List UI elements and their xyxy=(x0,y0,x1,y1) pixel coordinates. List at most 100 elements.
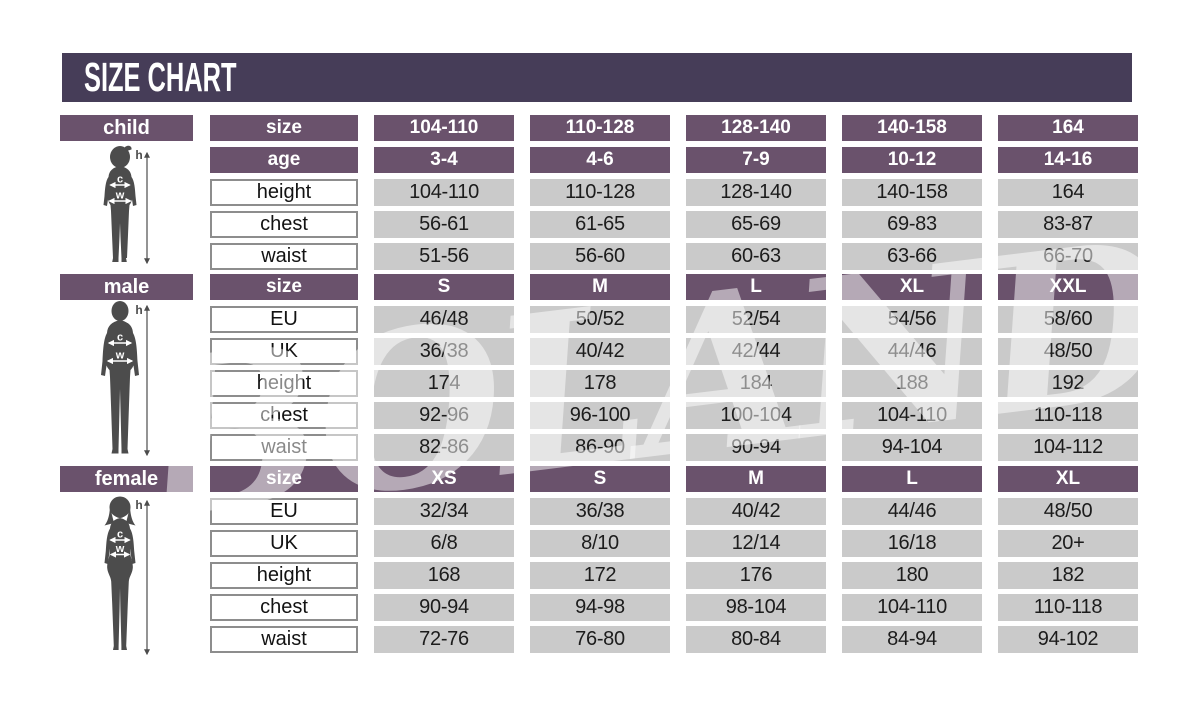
row-label: size xyxy=(210,115,358,141)
row-label: chest xyxy=(210,211,358,238)
value-cell: 46/48 xyxy=(374,306,514,333)
header-cell: S xyxy=(530,466,670,492)
header-cell: XL xyxy=(998,466,1138,492)
value-cell: 50/52 xyxy=(530,306,670,333)
value-cell: 172 xyxy=(530,562,670,589)
row-label: chest xyxy=(210,402,358,429)
value-cell: 40/42 xyxy=(530,338,670,365)
header-cell: M xyxy=(686,466,826,492)
child-silhouette-figure: c w h xyxy=(103,145,150,265)
value-cell: 40/42 xyxy=(686,498,826,525)
value-cell: 178 xyxy=(530,370,670,397)
value-cell: 90-94 xyxy=(686,434,826,461)
row-label: UK xyxy=(210,338,358,365)
value-cell: 52/54 xyxy=(686,306,826,333)
header-cell: 4-6 xyxy=(530,147,670,173)
value-cell: 12/14 xyxy=(686,530,826,557)
value-cell: 36/38 xyxy=(374,338,514,365)
height-letter: h xyxy=(135,303,142,317)
row-label: age xyxy=(210,147,358,173)
male-silhouette-figure: c w h xyxy=(101,301,150,457)
section-label-child: child xyxy=(60,115,193,141)
value-cell: 80-84 xyxy=(686,626,826,653)
value-cell: 63-66 xyxy=(842,243,982,270)
male-waist-row: waist 82-86 86-90 90-94 94-104 104-112 xyxy=(210,434,1138,461)
row-label: size xyxy=(210,466,358,492)
child-chest-row: chest 56-61 61-65 65-69 69-83 83-87 xyxy=(210,211,1138,238)
header-cell: L xyxy=(842,466,982,492)
value-cell: 192 xyxy=(998,370,1138,397)
value-cell: 60-63 xyxy=(686,243,826,270)
header-cell: L xyxy=(686,274,826,300)
value-cell: 174 xyxy=(374,370,514,397)
male-table: size S M L XL XXL EU 46/48 50/52 52/54 54/56 58/60 U… xyxy=(210,274,1138,466)
row-label: height xyxy=(210,370,358,397)
waist-letter: w xyxy=(115,190,125,202)
value-cell: 6/8 xyxy=(374,530,514,557)
row-label: waist xyxy=(210,243,358,270)
row-label: height xyxy=(210,179,358,206)
female-chest-row: chest 90-94 94-98 98-104 104-110 110-118 xyxy=(210,594,1138,621)
value-cell: 58/60 xyxy=(998,306,1138,333)
female-UK-row: UK 6/8 8/10 12/14 16/18 20+ xyxy=(210,530,1138,557)
value-cell: 104-110 xyxy=(374,179,514,206)
value-cell: 56-60 xyxy=(530,243,670,270)
chest-letter: c xyxy=(117,332,123,344)
child-height-row: height 104-110 110-128 128-140 140-158 164 xyxy=(210,179,1138,206)
value-cell: 32/34 xyxy=(374,498,514,525)
value-cell: 54/56 xyxy=(842,306,982,333)
male-chest-row: chest 92-96 96-100 100-104 104-110 110-118 xyxy=(210,402,1138,429)
value-cell: 104-110 xyxy=(842,594,982,621)
value-cell: 110-118 xyxy=(998,402,1138,429)
child-table: size 104-110 110-128 128-140 140-158 164 age 3-… xyxy=(210,115,1138,275)
header-cell: 14-16 xyxy=(998,147,1138,173)
section-label-female: female xyxy=(60,466,193,492)
header-cell: 104-110 xyxy=(374,115,514,141)
value-cell: 44/46 xyxy=(842,498,982,525)
value-cell: 69-83 xyxy=(842,211,982,238)
chest-letter: c xyxy=(117,529,123,541)
value-cell: 16/18 xyxy=(842,530,982,557)
header-cell: 7-9 xyxy=(686,147,826,173)
value-cell: 140-158 xyxy=(842,179,982,206)
row-label: height xyxy=(210,562,358,589)
value-cell: 104-110 xyxy=(842,402,982,429)
male-size-row: size S M L XL XXL xyxy=(210,274,1138,300)
value-cell: 94-102 xyxy=(998,626,1138,653)
value-cell: 20+ xyxy=(998,530,1138,557)
header-cell: 110-128 xyxy=(530,115,670,141)
row-label: size xyxy=(210,274,358,300)
value-cell: 84-94 xyxy=(842,626,982,653)
value-cell: 72-76 xyxy=(374,626,514,653)
header-cell: 3-4 xyxy=(374,147,514,173)
height-letter: h xyxy=(135,498,142,512)
child-age-row: age 3-4 4-6 7-9 10-12 14-16 xyxy=(210,147,1138,173)
value-cell: 90-94 xyxy=(374,594,514,621)
value-cell: 96-100 xyxy=(530,402,670,429)
waist-letter: w xyxy=(115,543,125,555)
value-cell: 110-128 xyxy=(530,179,670,206)
value-cell: 100-104 xyxy=(686,402,826,429)
value-cell: 184 xyxy=(686,370,826,397)
header-cell: M xyxy=(530,274,670,300)
value-cell: 65-69 xyxy=(686,211,826,238)
header-cell: 140-158 xyxy=(842,115,982,141)
value-cell: 44/46 xyxy=(842,338,982,365)
header-cell: XS xyxy=(374,466,514,492)
value-cell: 48/50 xyxy=(998,338,1138,365)
waist-letter: w xyxy=(115,350,125,362)
value-cell: 176 xyxy=(686,562,826,589)
male-height-row: height 174 178 184 188 192 xyxy=(210,370,1138,397)
value-cell: 56-61 xyxy=(374,211,514,238)
value-cell: 104-112 xyxy=(998,434,1138,461)
value-cell: 110-118 xyxy=(998,594,1138,621)
section-label-male: male xyxy=(60,274,193,300)
value-cell: 66-70 xyxy=(998,243,1138,270)
value-cell: 48/50 xyxy=(998,498,1138,525)
value-cell: 188 xyxy=(842,370,982,397)
page-title: SIZE CHART xyxy=(62,53,1132,102)
value-cell: 8/10 xyxy=(530,530,670,557)
header-cell: 164 xyxy=(998,115,1138,141)
value-cell: 164 xyxy=(998,179,1138,206)
